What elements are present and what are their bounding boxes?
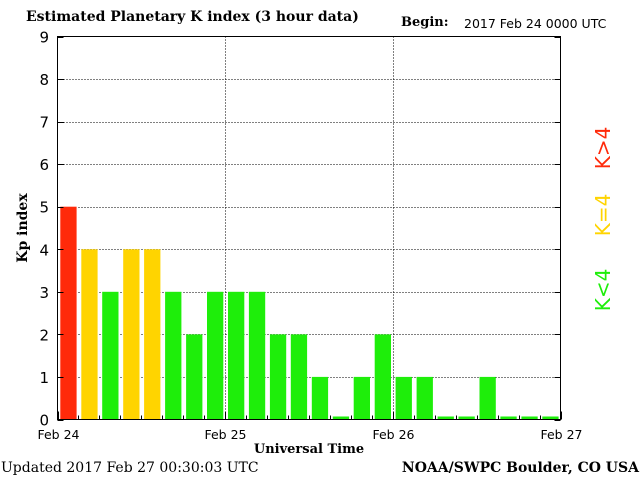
y-tick-label: 8 [39, 71, 49, 89]
legend-gt4: K>4 [591, 127, 615, 170]
kp-bar [311, 376, 329, 420]
begin-value: 2017 Feb 24 0000 UTC [464, 16, 607, 31]
legend-eq4: K=4 [591, 194, 615, 237]
kp-bar [374, 334, 391, 420]
y-axis-title: Kp index [15, 193, 31, 263]
legend-lt4: K<4 [591, 269, 615, 312]
kp-bar [228, 291, 245, 420]
kp-bar [123, 249, 140, 420]
x-tick-label: Feb 26 [372, 427, 414, 442]
x-tick-label: Feb 25 [204, 427, 246, 442]
x-tick-label: Feb 24 [37, 427, 79, 442]
kp-bar [60, 206, 77, 420]
y-tick-label: 5 [39, 199, 49, 217]
y-tick-label: 7 [39, 114, 49, 132]
kp-bar [290, 334, 308, 420]
updated-timestamp: Updated 2017 Feb 27 00:30:03 UTC [1, 460, 259, 476]
y-tick-label: 2 [39, 326, 49, 344]
kp-bar [353, 376, 370, 420]
bar-series [60, 206, 559, 420]
kp-bar [479, 376, 496, 420]
y-tick-label: 9 [39, 29, 49, 47]
kp-bar [207, 291, 224, 420]
kp-bar [500, 416, 517, 420]
kp-bar [102, 291, 119, 420]
kp-bar [521, 416, 538, 420]
kp-bar [248, 291, 266, 420]
y-tick-label: 0 [39, 412, 49, 430]
begin-label: Begin: [401, 15, 449, 30]
kp-bar [81, 249, 98, 420]
kp-bar [395, 376, 412, 420]
x-tick-label: Feb 27 [540, 427, 582, 442]
kp-bar [269, 334, 287, 420]
y-tick-label: 4 [39, 241, 49, 259]
kp-bar [542, 416, 559, 420]
tick-labels: 0 1 2 3 4 5 6 7 8 9 Feb 24 Feb 25 Feb 26 Feb 27 [37, 29, 582, 443]
kp-bar [332, 416, 350, 420]
grid-lines [57, 36, 561, 420]
kp-bar [416, 376, 433, 420]
kp-bar [165, 291, 182, 420]
source-credit: NOAA/SWPC Boulder, CO USA [401, 460, 639, 476]
axis-ticks [57, 37, 562, 421]
kp-bar [437, 416, 454, 420]
chart-title: Estimated Planetary K index (3 hour data… [26, 9, 359, 25]
kp-bar [144, 249, 161, 420]
kp-bar [186, 334, 203, 420]
y-tick-label: 1 [39, 369, 49, 387]
y-tick-label: 6 [39, 156, 49, 174]
x-axis-title: Universal Time [254, 442, 364, 457]
y-tick-label: 3 [39, 284, 49, 302]
kp-bar [458, 416, 475, 420]
